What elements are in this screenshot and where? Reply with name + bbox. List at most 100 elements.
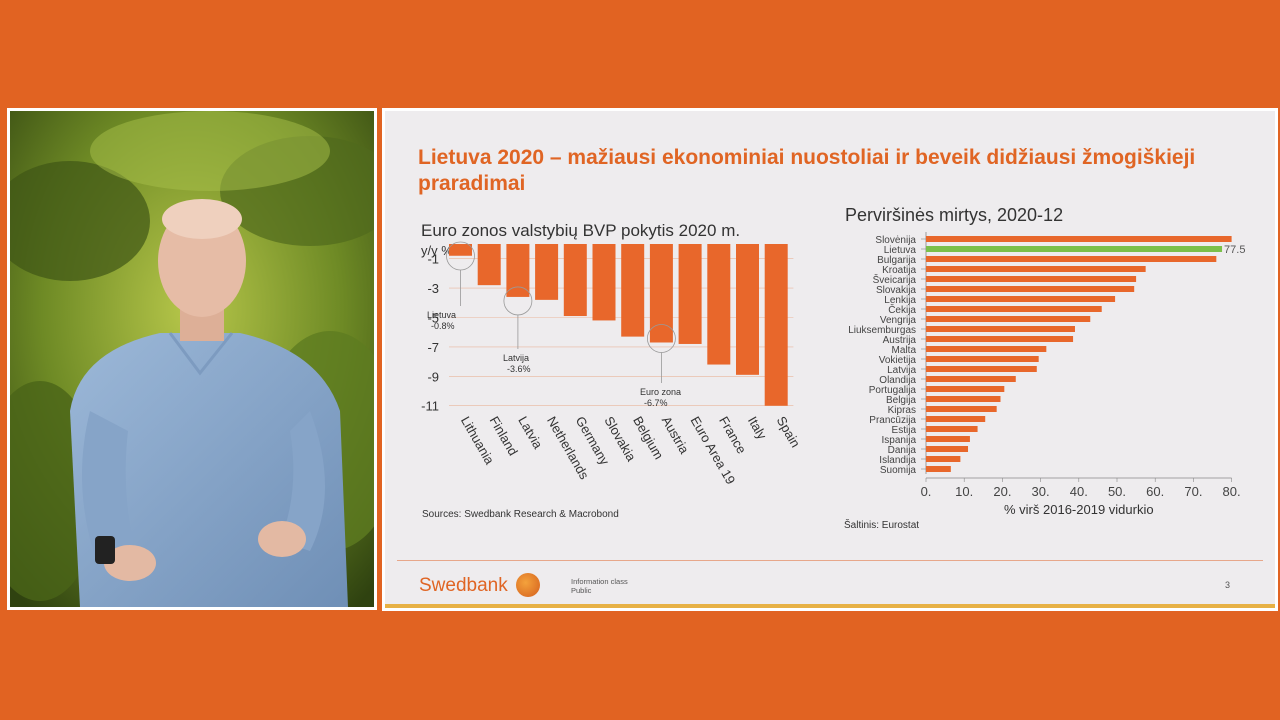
bar-ispanija	[926, 436, 970, 442]
x-tick-label: Latvia	[515, 414, 546, 452]
category-label: Latvija	[887, 365, 916, 376]
y-tick-label: -11	[421, 399, 439, 414]
category-label: Čekija	[888, 303, 916, 316]
y-tick-label: -1	[427, 252, 439, 267]
category-label: Lietuva	[884, 245, 917, 256]
category-label: Islandija	[879, 455, 916, 466]
bar-slovakia	[592, 244, 616, 321]
category-label: Slovakija	[876, 285, 916, 296]
annotation-value: -0.8%	[431, 321, 455, 331]
information-class: Information class Public	[571, 577, 628, 595]
bar-suomija	[926, 466, 951, 472]
swedbank-logo-text: Swedbank	[419, 575, 508, 596]
footer-divider	[397, 560, 1263, 561]
x-tick-label: 80.	[1223, 484, 1241, 499]
bar-lenkija	[926, 296, 1116, 302]
x-tick-label: 0.	[921, 484, 932, 499]
x-axis-title: % virš 2016-2019 vidurkio	[1004, 502, 1154, 517]
bar-malta	[926, 346, 1047, 352]
category-label: Slovėnija	[875, 235, 916, 246]
category-label: Bulgarija	[877, 255, 916, 266]
gdp-bar-chart: y/y %-1-3-5-7-9-11LithuaniaFinlandLatvia…	[421, 241, 804, 487]
y-axis-unit-label: y/y %	[421, 243, 453, 258]
x-tick-label: 10.	[955, 484, 973, 499]
annotation-value: -6.7%	[644, 398, 668, 408]
y-tick-label: -9	[427, 369, 439, 384]
left-chart-title: Euro zonos valstybių BVP pokytis 2020 m.	[421, 221, 741, 240]
bar-latvija	[926, 366, 1037, 372]
bar-kroatija	[926, 266, 1146, 272]
bar-netherlands	[535, 244, 559, 300]
right-chart-title: Perviršinės mirtys, 2020-12	[845, 205, 1064, 225]
footer-accent-bar	[385, 604, 1275, 608]
x-tick-label: 60.	[1146, 484, 1164, 499]
left-source-note: Sources: Swedbank Research & Macrobond	[422, 509, 619, 520]
bar-bulgarija	[926, 256, 1217, 262]
annotation-label: Latvija	[503, 353, 529, 363]
bar-čekija	[926, 306, 1102, 312]
x-tick-label: 20.	[993, 484, 1011, 499]
bar-šveicarija	[926, 276, 1137, 282]
bar-lietuva	[926, 246, 1223, 252]
bar-liuksemburgas	[926, 326, 1075, 332]
bar-finland	[477, 244, 501, 286]
category-label: Estija	[892, 425, 917, 436]
right-source-note: Šaltinis: Eurostat	[844, 520, 920, 531]
bar-belgija	[926, 396, 1001, 402]
bar-portugalija	[926, 386, 1005, 392]
category-label: Portugalija	[869, 385, 917, 396]
bar-danija	[926, 446, 969, 452]
bar-austria	[649, 244, 673, 343]
category-label: Liuksemburgas	[848, 325, 916, 336]
category-label: Malta	[892, 345, 917, 356]
presenter-image	[10, 111, 374, 607]
bar-latvia	[506, 244, 530, 297]
annotation-label: Euro zona	[640, 387, 681, 397]
x-tick-label: Italy	[745, 414, 770, 443]
bar-vokietija	[926, 356, 1039, 362]
info-class-label: Information class	[571, 577, 628, 586]
category-label: Vokietija	[879, 355, 917, 366]
bar-euro-area-19	[678, 244, 702, 344]
slide-content: Lietuva 2020 – mažiausi ekonominiai nuos…	[385, 111, 1275, 608]
bar-spain	[764, 244, 788, 406]
annotation-circle	[503, 286, 533, 316]
y-tick-label: -7	[427, 340, 439, 355]
x-tick-label: 40.	[1070, 484, 1088, 499]
category-label: Ispanija	[882, 435, 917, 446]
category-label: Danija	[888, 445, 917, 456]
bar-islandija	[926, 456, 961, 462]
bar-italy	[736, 244, 759, 375]
bar-estija	[926, 426, 978, 432]
annotation-label: Lietuva	[427, 310, 456, 320]
page-number: 3	[1225, 580, 1231, 590]
bar-slovakija	[926, 286, 1135, 292]
x-tick-label: 50.	[1108, 484, 1126, 499]
bar-prancūzija	[926, 416, 986, 422]
x-tick-label: Spain	[774, 414, 804, 450]
bar-germany	[563, 244, 587, 317]
bar-olandija	[926, 376, 1016, 382]
bar-lithuania	[449, 244, 472, 256]
category-label: Olandija	[879, 375, 916, 386]
category-label: Belgija	[886, 395, 916, 406]
category-label: Prancūzija	[869, 415, 916, 426]
swedbank-oak-icon	[516, 573, 540, 597]
category-label: Šveicarija	[873, 273, 917, 286]
bar-france	[707, 244, 731, 365]
category-label: Vengrija	[880, 315, 917, 326]
y-tick-label: -3	[427, 281, 439, 296]
info-class-value: Public	[571, 586, 592, 595]
category-label: Kipras	[888, 405, 916, 416]
x-tick-label: 70.	[1184, 484, 1202, 499]
highlight-value-label: 77.5	[1224, 244, 1245, 256]
category-label: Suomija	[880, 465, 917, 476]
category-label: Austrija	[883, 335, 917, 346]
slide-title: Lietuva 2020 – mažiausi ekonominiai nuos…	[418, 146, 1196, 195]
bar-vengrija	[926, 316, 1091, 322]
bar-kipras	[926, 406, 997, 412]
y-tick-label: -5	[427, 311, 439, 326]
presentation-slide: Lietuva 2020 – mažiausi ekonominiai nuos…	[382, 108, 1278, 611]
bar-austrija	[926, 336, 1074, 342]
